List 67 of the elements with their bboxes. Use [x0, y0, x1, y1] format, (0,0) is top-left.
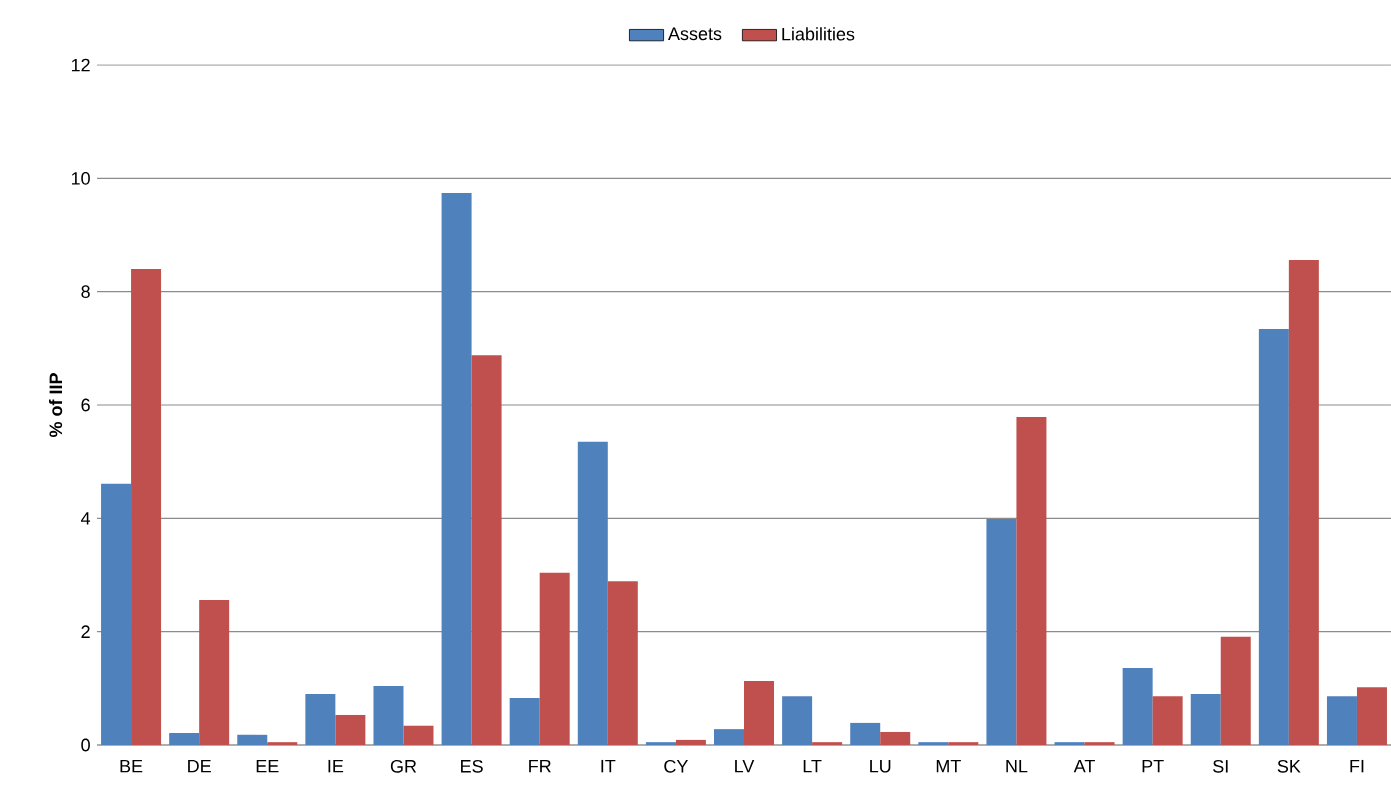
bar: [880, 731, 911, 745]
bar: [607, 581, 638, 745]
x-tick-label: GR: [390, 759, 417, 773]
y-tick-label: 8: [81, 285, 90, 299]
bar: [509, 697, 540, 745]
y-tick-label: 12: [71, 58, 90, 72]
x-tick-label: CY: [664, 759, 688, 773]
bar: [1152, 696, 1183, 745]
legend-label: Liabilities: [782, 27, 855, 41]
bar: [1220, 636, 1251, 745]
bar: [1356, 687, 1387, 745]
bar: [1258, 329, 1289, 745]
x-tick-label: EE: [256, 759, 279, 773]
bar: [1084, 742, 1115, 745]
bar: [471, 355, 502, 745]
x-tick-label: FR: [529, 759, 551, 773]
bar: [403, 725, 434, 745]
bar: [850, 722, 881, 745]
bar: [1122, 667, 1153, 745]
bar: [1016, 416, 1047, 745]
legend-label: Assets: [668, 27, 722, 41]
y-tick-label: 4: [81, 512, 91, 525]
bar: [539, 572, 570, 745]
bar: [675, 739, 706, 745]
bar: [1190, 694, 1221, 745]
bar: [1054, 742, 1085, 745]
bar: [335, 714, 366, 745]
bar: [1288, 259, 1319, 745]
bar: [305, 694, 336, 745]
y-axis-title: % of IIP: [48, 373, 63, 438]
x-tick-label: PT: [1142, 759, 1164, 773]
bar: [101, 483, 132, 745]
bar: [373, 686, 404, 745]
bar: [782, 696, 813, 745]
x-tick-label: IT: [601, 759, 616, 773]
x-tick-label: MT: [936, 759, 961, 773]
x-tick-label: AT: [1073, 759, 1095, 773]
x-tick-label: IE: [328, 759, 344, 773]
bar: [918, 742, 949, 745]
bar: [812, 742, 843, 745]
bar: [441, 193, 472, 745]
bar: [131, 269, 162, 745]
bar: [199, 599, 230, 745]
bar: [267, 742, 298, 745]
x-tick-label: LU: [870, 759, 891, 773]
x-tick-label: LV: [735, 759, 755, 773]
bar: [1326, 696, 1357, 745]
x-tick-label: LT: [803, 759, 822, 773]
bar: [645, 742, 676, 745]
bar: [744, 680, 775, 745]
x-tick-label: FI: [1350, 759, 1364, 773]
bar: [714, 729, 745, 745]
x-tick-label: BE: [120, 759, 143, 773]
y-tick-label: 0: [81, 738, 90, 752]
x-tick-label: ES: [461, 759, 483, 773]
x-tick-label: SK: [1277, 759, 1301, 773]
y-tick-label: 6: [81, 398, 90, 412]
y-tick-label: 10: [71, 171, 90, 185]
bar: [577, 441, 608, 745]
x-tick-label: DE: [188, 759, 211, 773]
x-tick-label: SI: [1213, 759, 1228, 773]
bar: [948, 742, 979, 745]
x-tick-label: NL: [1006, 759, 1028, 773]
y-tick-label: 2: [81, 625, 90, 638]
bar: [169, 733, 200, 745]
bar: [237, 734, 268, 745]
bar: [986, 518, 1017, 745]
